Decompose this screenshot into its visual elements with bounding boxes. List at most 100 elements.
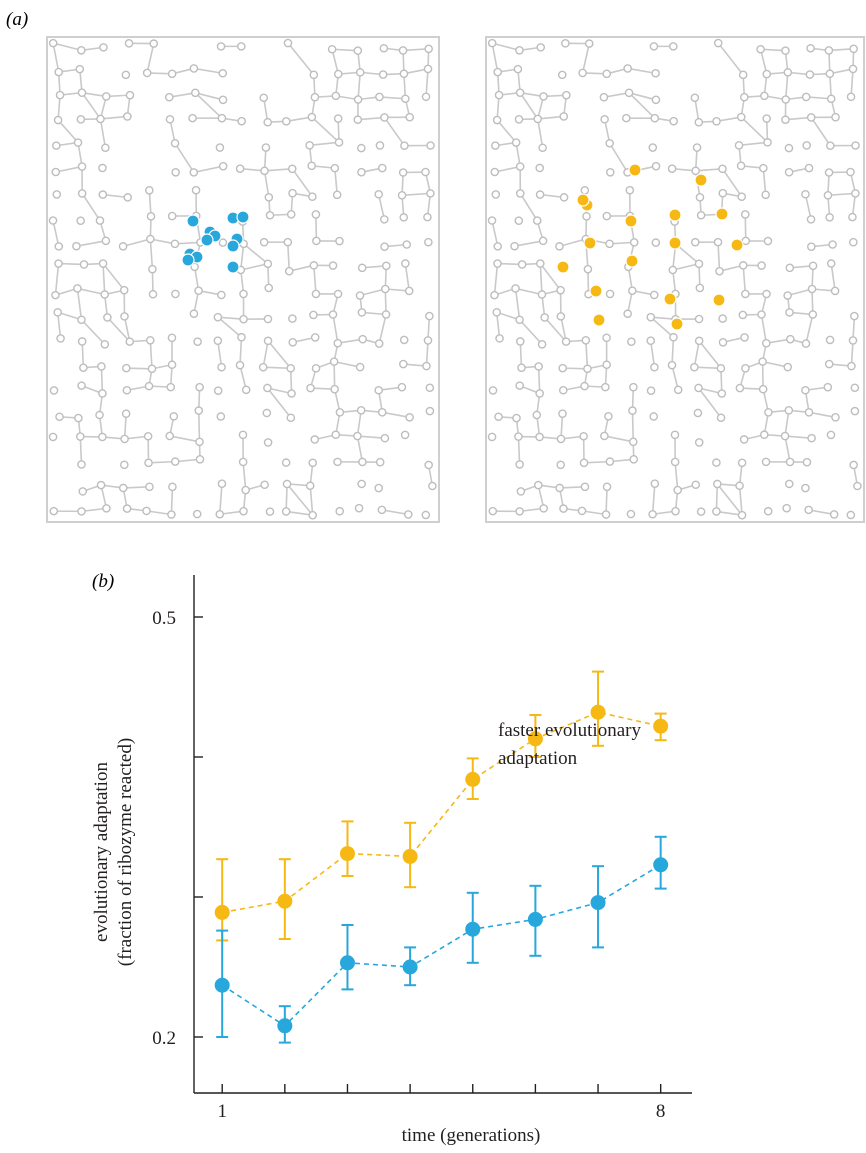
network-edge [674, 461, 679, 491]
network-node [851, 141, 860, 150]
network-node [421, 167, 430, 177]
network-edge [286, 510, 313, 516]
network-node [759, 163, 768, 173]
network-node [763, 236, 773, 246]
network-edge [496, 119, 517, 144]
network-edge [762, 168, 767, 195]
network-node [535, 389, 544, 398]
network-node [77, 507, 86, 516]
network-node [651, 161, 661, 171]
data-point [465, 771, 481, 787]
network-node [265, 210, 275, 220]
network-node [118, 242, 128, 251]
network-node [488, 506, 498, 516]
network-node [490, 167, 500, 177]
network-edge [356, 435, 364, 463]
network-node [761, 457, 771, 467]
network-node [48, 432, 58, 442]
network-edge [519, 341, 523, 368]
network-node [146, 212, 156, 221]
network-node [492, 115, 502, 125]
network-edge [693, 340, 700, 368]
network-node [763, 506, 773, 516]
network-node [757, 310, 766, 319]
network-node [494, 90, 504, 100]
network-node [259, 93, 269, 103]
network-node [55, 412, 64, 422]
network-node [741, 363, 750, 373]
network-edge [382, 411, 410, 419]
highlighted-node [592, 313, 606, 327]
network-edge [742, 265, 747, 294]
network-node [55, 90, 65, 100]
network-node [375, 457, 385, 467]
network-node [213, 386, 223, 395]
network-edge [717, 242, 721, 272]
highlighted-node [200, 233, 214, 247]
data-point [214, 904, 230, 920]
network-node [515, 381, 524, 390]
network-node [738, 310, 748, 320]
network-edge [491, 42, 520, 52]
network-edge [715, 483, 719, 512]
network-edge [717, 42, 744, 76]
highlighted-node [624, 214, 638, 228]
network-edge [333, 361, 336, 390]
network-node [405, 112, 414, 122]
network-node [355, 291, 365, 300]
network-node [213, 312, 223, 322]
network-node [825, 69, 835, 79]
network-panel-clustered [46, 36, 440, 523]
highlighted-node [583, 236, 597, 250]
network-node [515, 460, 524, 469]
network-edge [81, 192, 101, 222]
network-edge [356, 410, 362, 437]
network-node [333, 114, 343, 123]
network-node [194, 286, 203, 295]
network-node [651, 238, 661, 247]
network-edge [267, 340, 292, 369]
network-node [650, 113, 660, 123]
network-node [281, 507, 291, 516]
network-edge [515, 287, 543, 296]
network-node [713, 38, 723, 48]
network-node [826, 141, 835, 150]
series-line [221, 864, 662, 1027]
network-node [734, 140, 744, 150]
network-node [604, 411, 613, 421]
network-node [807, 433, 816, 443]
network-node [605, 138, 614, 148]
network-node [263, 336, 273, 346]
network-edge [359, 288, 386, 297]
network-node [578, 68, 587, 78]
network-node [167, 360, 177, 370]
network-node [626, 509, 636, 519]
network-node [217, 362, 226, 372]
network-node [605, 289, 615, 299]
network-edge [695, 168, 723, 172]
network-edge [379, 96, 406, 100]
network-edge [404, 263, 411, 292]
network-node [517, 260, 527, 269]
network-node [646, 312, 656, 322]
network-edge [291, 168, 314, 198]
network-node [170, 138, 180, 148]
network-edge [193, 165, 224, 174]
network-edge [514, 288, 521, 320]
network-node [401, 259, 410, 268]
network-node [330, 163, 340, 173]
network-node [119, 285, 129, 295]
network-node [171, 167, 180, 177]
network-node [423, 64, 433, 74]
network-node [602, 211, 612, 221]
network-node [517, 363, 526, 372]
network-node [648, 143, 658, 152]
highlighted-node [730, 238, 744, 252]
network-node [785, 263, 795, 273]
network-node [404, 286, 414, 296]
network-node [784, 406, 794, 415]
data-point [339, 846, 355, 862]
network-node [284, 266, 294, 276]
network-edges [491, 42, 859, 516]
